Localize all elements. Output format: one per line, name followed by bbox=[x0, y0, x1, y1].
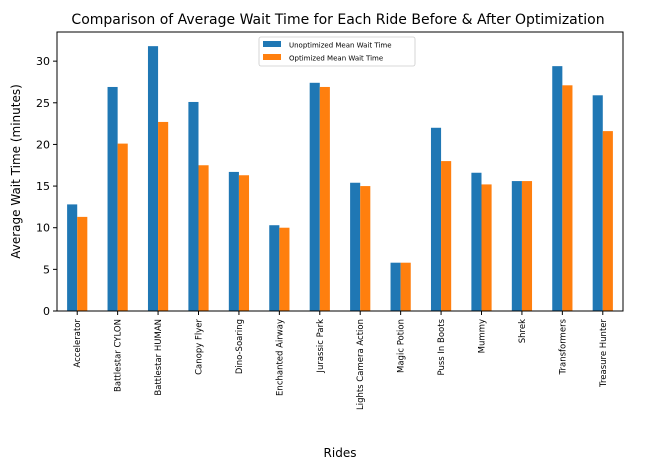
bar-unoptimized-5 bbox=[269, 225, 280, 311]
bar-optimized-13 bbox=[602, 131, 613, 311]
plot-frame bbox=[56, 31, 624, 312]
bar-unoptimized-3 bbox=[188, 101, 199, 311]
legend: Unoptimized Mean Wait Time Optimized Mea… bbox=[258, 36, 416, 67]
bar-unoptimized-2 bbox=[147, 46, 159, 312]
x-tick-label-9: Puss In Boots bbox=[437, 318, 447, 375]
x-tick-label-3: Canopy Flyer bbox=[195, 319, 205, 375]
x-tick-label-4: Dino-Soaring bbox=[235, 319, 245, 374]
plot-area bbox=[67, 46, 613, 312]
y-tick-label-4: 20 bbox=[36, 138, 50, 151]
bar-unoptimized-1 bbox=[107, 86, 118, 311]
bar-optimized-9 bbox=[441, 161, 452, 311]
bar-optimized-4 bbox=[238, 175, 250, 311]
chart-title: Comparison of Average Wait Time for Each… bbox=[71, 12, 604, 28]
bar-unoptimized-4 bbox=[228, 171, 239, 311]
bar-optimized-1 bbox=[117, 143, 128, 311]
legend-label-unoptimized: Unoptimized Mean Wait Time bbox=[289, 42, 392, 50]
x-tick-label-13: Treasure Hunter bbox=[599, 318, 609, 387]
legend-swatch-unoptimized bbox=[263, 41, 281, 47]
bar-unoptimized-10 bbox=[471, 172, 482, 311]
y-tick-label-5: 25 bbox=[36, 97, 50, 110]
bar-optimized-7 bbox=[360, 186, 371, 311]
bar-optimized-8 bbox=[400, 262, 411, 311]
y-tick-label-6: 30 bbox=[36, 55, 50, 68]
bar-unoptimized-12 bbox=[552, 66, 563, 311]
x-tick-label-11: Shrek bbox=[518, 319, 528, 343]
legend-swatch-optimized bbox=[263, 54, 281, 60]
y-axis-label: Average Wait Time (minutes) bbox=[9, 84, 23, 259]
x-tick-label-8: Magic Potion bbox=[397, 319, 407, 373]
legend-label-optimized: Optimized Mean Wait Time bbox=[289, 55, 383, 63]
x-tick-label-6: Jurassic Park bbox=[316, 319, 326, 374]
y-tick-label-3: 15 bbox=[36, 180, 50, 193]
bar-unoptimized-8 bbox=[390, 262, 401, 311]
x-tick-label-2: Battlestar HUMAN bbox=[154, 319, 164, 396]
bar-optimized-10 bbox=[481, 184, 492, 311]
bar-optimized-5 bbox=[279, 227, 290, 311]
x-tick-label-1: Battlestar CYLON bbox=[114, 319, 124, 392]
bar-optimized-3 bbox=[198, 165, 209, 311]
bar-unoptimized-6 bbox=[309, 82, 320, 312]
x-tick-label-5: Enchanted Airway bbox=[275, 319, 285, 396]
bar-optimized-2 bbox=[158, 121, 169, 312]
bar-unoptimized-11 bbox=[511, 181, 522, 311]
y-tick-label-1: 5 bbox=[43, 263, 50, 276]
bar-unoptimized-7 bbox=[350, 182, 361, 311]
bar-optimized-0 bbox=[77, 216, 88, 311]
x-tick-label-0: Accelerator bbox=[73, 319, 83, 368]
bar-optimized-11 bbox=[521, 181, 533, 311]
bar-optimized-12 bbox=[562, 85, 573, 312]
bar-unoptimized-9 bbox=[430, 127, 442, 311]
bar-unoptimized-0 bbox=[67, 204, 78, 311]
x-tick-label-7: Lights Camera Action bbox=[356, 319, 366, 410]
x-tick-label-10: Mummy bbox=[478, 319, 488, 353]
bar-unoptimized-13 bbox=[592, 95, 603, 311]
legend-frame bbox=[258, 36, 416, 67]
x-axis-label: Rides bbox=[324, 446, 357, 460]
bar-optimized-6 bbox=[319, 86, 330, 311]
y-axis: 0 5 10 15 20 25 30 bbox=[36, 55, 57, 318]
x-axis: Accelerator Battlestar CYLON Battlestar HU… bbox=[73, 311, 609, 410]
y-tick-label-2: 10 bbox=[36, 222, 50, 235]
x-tick-label-12: Transformers bbox=[558, 318, 568, 375]
y-tick-label-0: 0 bbox=[43, 305, 50, 318]
